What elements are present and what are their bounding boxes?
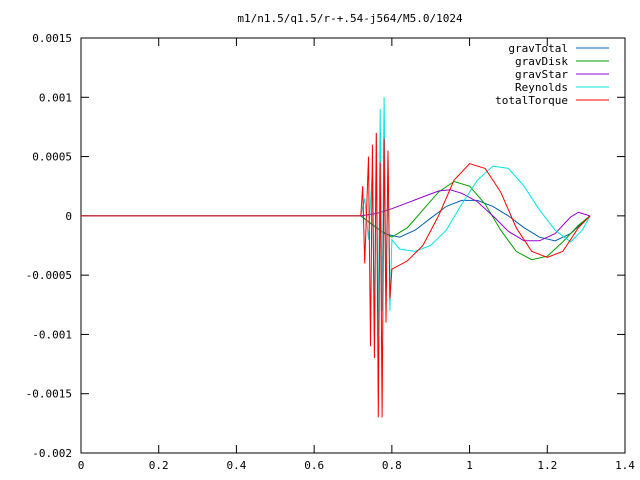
legend-label: Reynolds [515, 81, 568, 94]
series-line-totalTorque [81, 132, 591, 418]
y-tick-label: 0.0015 [32, 32, 72, 45]
x-tick-label: 1.2 [537, 459, 557, 472]
x-tick-label: 0.8 [382, 459, 402, 472]
y-tick-label: -0.0015 [26, 388, 72, 401]
legend-label: gravTotal [508, 42, 568, 55]
chart-title: m1/n1.5/q1.5/r-+.54-j564/M5.0/1024 [237, 12, 463, 25]
legend-label: gravStar [515, 68, 568, 81]
y-tick-label: -0.0005 [26, 269, 72, 282]
x-tick-label: 0 [78, 459, 85, 472]
x-tick-label: 0.2 [149, 459, 169, 472]
y-tick-label: 0 [65, 210, 72, 223]
x-tick-label: 1.4 [615, 459, 635, 472]
x-axis: 0 0.2 0.4 0.6 0.8 1 1.2 1.4 [78, 38, 635, 472]
x-tick-label: 0.4 [226, 459, 246, 472]
legend-label: totalTorque [495, 94, 568, 107]
y-tick-label: 0.001 [39, 91, 72, 104]
legend-label: gravDisk [515, 55, 568, 68]
y-tick-label: -0.002 [32, 447, 72, 460]
series-layer [81, 97, 591, 418]
y-tick-label: -0.001 [32, 328, 72, 341]
x-tick-label: 0.6 [304, 459, 324, 472]
series-line-gravStar [81, 189, 591, 242]
plot-frame [80, 37, 626, 454]
y-tick-label: 0.0005 [32, 151, 72, 164]
legend: gravTotalgravDiskgravStarReynoldstotalTo… [495, 42, 609, 107]
plot-area [80, 37, 626, 454]
x-tick-label: 1 [466, 459, 473, 472]
